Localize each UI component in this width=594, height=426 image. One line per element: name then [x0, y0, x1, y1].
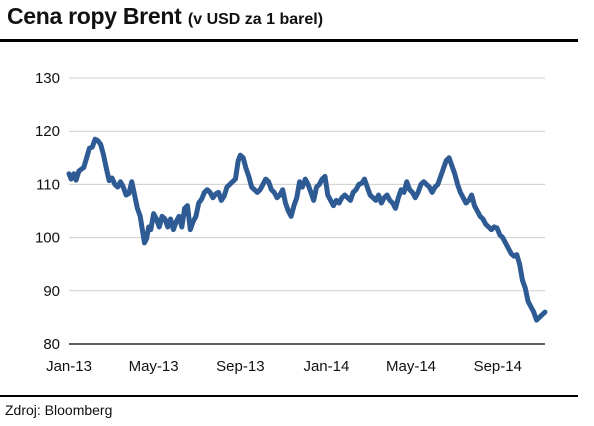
- y-tick-label: 100: [35, 230, 60, 247]
- y-tick-label: 90: [43, 283, 60, 300]
- y-tick-label: 80: [43, 336, 60, 353]
- chart-subtitle: (v USD za 1 barel): [187, 11, 324, 28]
- x-tick-label: May-14: [386, 358, 436, 375]
- x-tick-label: Jan-13: [46, 358, 92, 375]
- footer-divider: [0, 395, 578, 397]
- y-tick-label: 110: [36, 176, 60, 193]
- x-tick-label: Jan-14: [303, 358, 349, 375]
- plot-area: [66, 136, 548, 323]
- chart-title: Cena ropy Brent: [7, 3, 182, 29]
- series-line-0: [66, 136, 548, 323]
- title-divider: [0, 39, 578, 42]
- source-note: Zdroj: Bloomberg: [5, 402, 113, 418]
- y-tick-label: 120: [35, 123, 60, 140]
- chart-title-block: Cena ropy Brent (v USD za 1 barel): [7, 3, 323, 30]
- x-tick-label: May-13: [129, 358, 179, 375]
- x-tick-label: Sep-13: [216, 358, 264, 375]
- x-tick-label: Sep-14: [474, 358, 522, 375]
- y-axis: 80 90 100 110 120 130: [35, 70, 60, 353]
- x-axis: Jan-13 May-13 Sep-13 Jan-14 May-14 Sep-14: [46, 343, 545, 375]
- y-tick-label: 130: [35, 70, 60, 87]
